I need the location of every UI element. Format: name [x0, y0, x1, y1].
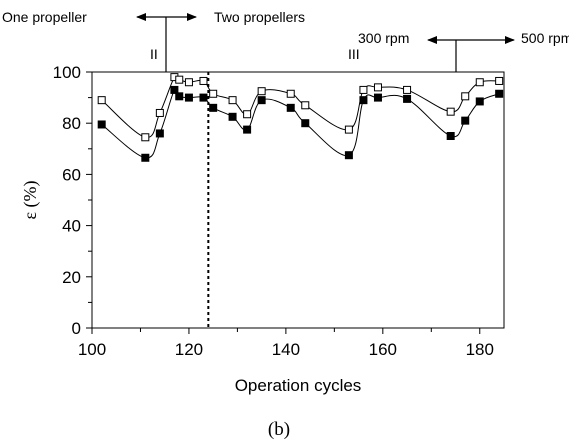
- x-tick-label: 160: [369, 340, 397, 359]
- data-point-open-square: [301, 101, 310, 110]
- data-point-filled-square: [495, 89, 504, 98]
- data-point-open-square: [175, 75, 184, 84]
- data-point-open-square: [359, 85, 368, 94]
- y-tick-label: 0: [72, 319, 81, 338]
- data-point-open-square: [495, 76, 504, 85]
- phase-III-label: III: [348, 46, 360, 62]
- data-point-filled-square: [199, 93, 208, 102]
- y-tick-label: 20: [62, 268, 81, 287]
- y-tick-label: 40: [62, 217, 81, 236]
- data-point-filled-square: [286, 103, 295, 112]
- data-point-open-square: [257, 87, 266, 96]
- phase-II-label: II: [150, 46, 158, 62]
- x-tick-label: 100: [78, 340, 106, 359]
- x-tick-label: 120: [175, 340, 203, 359]
- data-point-open-square: [286, 89, 295, 98]
- rpm-300-label: 300 rpm: [358, 30, 409, 46]
- y-tick-label: 60: [62, 165, 81, 184]
- y-tick-label: 100: [53, 63, 81, 82]
- y-axis-label: ε (%): [20, 180, 41, 219]
- x-tick-label: 180: [466, 340, 494, 359]
- data-point-filled-square: [461, 116, 470, 125]
- two-propellers-label: Two propellers: [214, 9, 305, 25]
- data-point-filled-square: [243, 125, 252, 134]
- data-point-open-square: [344, 125, 353, 134]
- data-point-open-square: [403, 85, 412, 94]
- data-point-filled-square: [155, 129, 164, 138]
- data-point-open-square: [475, 78, 484, 87]
- data-point-filled-square: [257, 96, 266, 105]
- data-point-open-square: [155, 108, 164, 117]
- data-point-filled-square: [209, 103, 218, 112]
- data-point-open-square: [243, 110, 252, 119]
- y-tick-label: 80: [62, 114, 81, 133]
- data-point-filled-square: [344, 151, 353, 160]
- one-propeller-label: One propeller: [2, 9, 87, 25]
- data-point-filled-square: [373, 93, 382, 102]
- data-point-filled-square: [97, 120, 106, 129]
- rpm-500-label: 500 rpm: [521, 30, 569, 46]
- data-point-open-square: [446, 107, 455, 116]
- x-tick-label: 140: [272, 340, 300, 359]
- data-point-open-square: [209, 89, 218, 98]
- data-point-filled-square: [170, 85, 179, 94]
- data-point-filled-square: [359, 96, 368, 105]
- data-point-filled-square: [228, 112, 237, 121]
- data-point-open-square: [373, 83, 382, 92]
- data-point-filled-square: [475, 97, 484, 106]
- data-point-open-square: [141, 133, 150, 142]
- plot-area: [91, 71, 505, 329]
- data-point-filled-square: [184, 93, 193, 102]
- data-point-open-square: [461, 92, 470, 101]
- data-point-filled-square: [446, 132, 455, 140]
- data-point-filled-square: [403, 94, 412, 103]
- data-point-open-square: [184, 78, 193, 87]
- x-axis-label: Operation cycles: [235, 376, 362, 395]
- data-point-filled-square: [175, 92, 184, 101]
- data-point-filled-square: [301, 119, 310, 128]
- data-point-open-square: [228, 96, 237, 105]
- figure-caption: (b): [268, 419, 290, 440]
- data-point-filled-square: [141, 153, 150, 162]
- data-point-open-square: [199, 76, 208, 85]
- series-line-filled-square: [101, 87, 500, 159]
- data-point-open-square: [97, 96, 106, 105]
